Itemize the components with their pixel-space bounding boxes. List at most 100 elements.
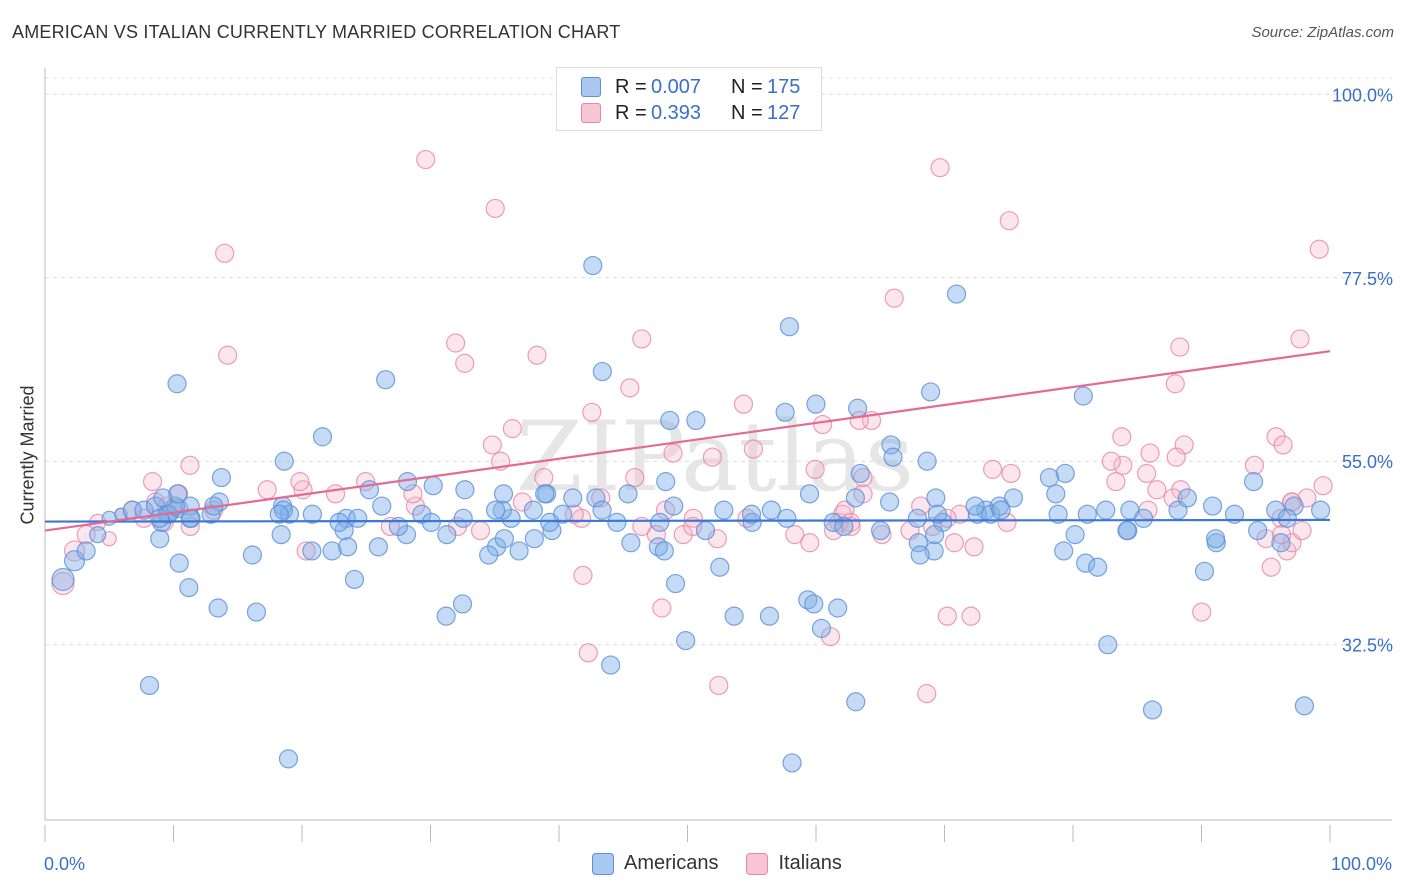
- r-label: R =: [615, 101, 647, 124]
- american-point: [1177, 488, 1197, 508]
- american-point: [601, 655, 621, 675]
- american-point: [1073, 386, 1093, 406]
- american-point: [881, 435, 901, 455]
- italian-point: [964, 537, 984, 557]
- italian-point: [652, 598, 672, 618]
- american-point: [1046, 484, 1066, 504]
- italians-legend-swatch: [746, 852, 769, 875]
- american-point: [150, 529, 170, 549]
- italian-point: [632, 329, 652, 349]
- american-point: [664, 496, 684, 516]
- italian-point: [805, 459, 825, 479]
- american-point: [714, 500, 734, 520]
- american-point: [368, 537, 388, 557]
- american-point: [1271, 533, 1291, 553]
- italian-point: [937, 606, 957, 626]
- r-value: 0.007: [651, 75, 702, 98]
- american-point: [1065, 525, 1085, 545]
- x-tick-label: 0.0%: [44, 854, 85, 874]
- american-point: [761, 500, 781, 520]
- american-point: [376, 370, 396, 390]
- italian-point: [961, 606, 981, 626]
- american-point: [51, 567, 75, 592]
- american-point: [1294, 696, 1314, 716]
- american-point: [845, 488, 865, 508]
- american-point: [910, 545, 930, 565]
- italian-point: [702, 447, 723, 467]
- italian-point: [446, 333, 466, 353]
- r-value: 0.393: [651, 101, 702, 124]
- american-point: [1117, 520, 1137, 541]
- american-point: [453, 508, 473, 528]
- italian-point: [1273, 435, 1293, 455]
- american-point: [607, 512, 627, 532]
- american-point: [695, 520, 716, 541]
- american-point: [423, 476, 443, 496]
- american-point: [1039, 467, 1060, 488]
- american-point: [870, 520, 891, 541]
- y-tick-label: 55.0%: [1342, 452, 1393, 472]
- american-point: [344, 569, 365, 590]
- american-point: [1003, 488, 1024, 508]
- american-point: [592, 361, 612, 382]
- american-point: [1206, 529, 1226, 549]
- n-value: 175: [767, 75, 801, 98]
- italian-point: [785, 525, 805, 545]
- american-point: [804, 594, 824, 614]
- american-point: [535, 484, 555, 504]
- american-point: [269, 504, 289, 524]
- american-point: [278, 749, 299, 769]
- italian-point: [683, 508, 703, 528]
- american-point: [76, 541, 96, 561]
- italian-point: [709, 675, 729, 696]
- american-point: [621, 533, 641, 553]
- american-point: [592, 500, 612, 520]
- italian-point: [1256, 529, 1276, 549]
- italian-point: [485, 198, 505, 219]
- american-point: [372, 496, 392, 516]
- italian-point: [1292, 520, 1312, 541]
- americans-legend-swatch: [592, 852, 614, 875]
- american-point: [302, 541, 322, 561]
- n-label: N =: [731, 75, 763, 98]
- italian-point: [743, 439, 764, 459]
- italian-point: [1165, 374, 1185, 394]
- american-point: [1088, 557, 1108, 577]
- american-point: [846, 692, 866, 712]
- american-point: [329, 512, 349, 532]
- italian-point: [290, 472, 310, 492]
- american-point: [1142, 700, 1163, 720]
- italian-point: [416, 149, 436, 170]
- italian-point: [997, 512, 1017, 532]
- americans-legend-label: Americans: [624, 852, 719, 874]
- american-point: [523, 500, 543, 520]
- american-point: [710, 557, 730, 577]
- american-point: [492, 500, 512, 520]
- american-point: [586, 488, 606, 508]
- american-point: [1098, 635, 1118, 655]
- american-point: [848, 398, 868, 418]
- legend-item-italians: Italians: [746, 852, 842, 875]
- american-point: [828, 598, 848, 618]
- american-point: [741, 504, 762, 524]
- american-point: [1194, 561, 1215, 581]
- chart-title: AMERICAN VS ITALIAN CURRENTLY MARRIED CO…: [12, 22, 621, 42]
- italian-point: [591, 488, 611, 508]
- american-point: [242, 545, 263, 565]
- italian-point: [573, 565, 593, 585]
- american-point: [312, 427, 333, 447]
- american-point: [487, 537, 507, 557]
- american-point: [1076, 553, 1096, 573]
- italian-point: [625, 467, 645, 488]
- american-point: [485, 500, 506, 520]
- italian-point: [325, 484, 346, 504]
- american-point: [63, 550, 86, 572]
- american-point: [437, 525, 457, 545]
- r-label: R =: [615, 75, 647, 98]
- italian-point: [1192, 602, 1212, 622]
- americans-trend-line: [44, 518, 1331, 523]
- american-point: [455, 480, 475, 500]
- italian-point: [944, 533, 964, 553]
- italian-point: [1313, 476, 1333, 496]
